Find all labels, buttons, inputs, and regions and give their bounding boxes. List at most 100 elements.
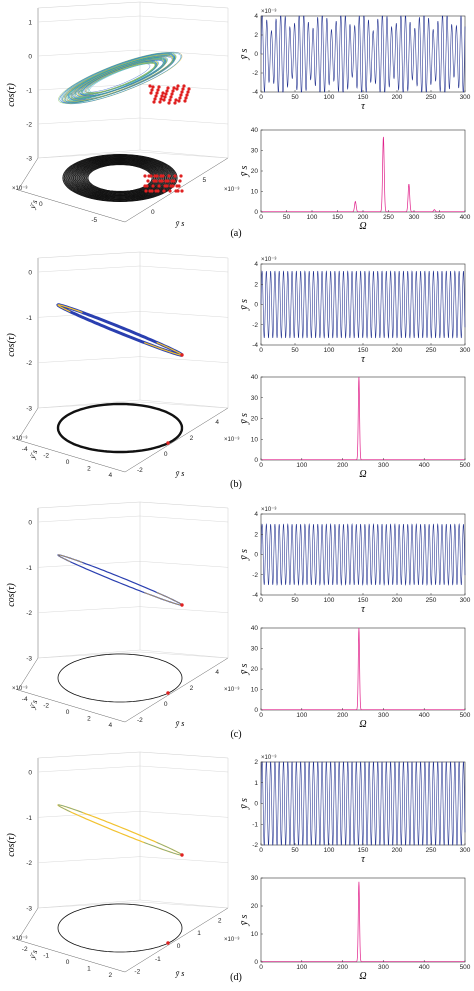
x-axis-label: τ	[361, 854, 365, 865]
grid-line	[37, 651, 141, 659]
poincare-point	[149, 91, 153, 95]
x-tick-label: 300	[378, 712, 389, 719]
z-tick-label: 1	[28, 20, 32, 27]
y-tick-label: 0	[254, 302, 258, 309]
poincare-point	[168, 98, 172, 102]
poincare-point	[181, 87, 185, 91]
x-tick-label: 250	[426, 347, 437, 354]
poincare-point	[176, 84, 180, 88]
trajectory-line	[80, 61, 156, 95]
y-tick-label: 20	[251, 903, 259, 910]
projection-line	[62, 154, 178, 202]
trajectory-line	[57, 554, 183, 606]
floor-edge	[17, 657, 229, 723]
poincare-point	[156, 88, 160, 92]
x-tick-label: 200	[337, 964, 348, 971]
y-tick-label: -2	[43, 453, 49, 460]
grid-line	[37, 265, 141, 273]
grid-line	[37, 356, 141, 363]
y-exponent: ×10⁻³	[12, 686, 27, 692]
y-tick-label: -2	[22, 946, 28, 953]
y-tick-label: 4	[254, 13, 258, 20]
grid-line	[139, 401, 229, 409]
projection-line	[81, 161, 159, 195]
z-axis-label: cos(τ)	[6, 333, 17, 357]
z-tick-label: -2	[26, 610, 32, 617]
trajectory-line	[86, 62, 156, 94]
x-tick-label: 0	[259, 347, 263, 354]
x-tick-label: 0	[259, 847, 263, 854]
poincare-point	[186, 90, 190, 94]
poincare-point	[179, 174, 183, 178]
y-axis-label: ẏ̄ s	[28, 449, 40, 461]
x-tick-label: 350	[434, 214, 445, 221]
x-tick-label: 2	[190, 435, 194, 442]
grid-line	[139, 811, 229, 818]
floor-edge	[17, 657, 39, 691]
x-exponent: ×10⁻³	[224, 687, 239, 693]
poincare-point	[174, 189, 178, 193]
poincare-point	[182, 84, 186, 88]
z-tick-label: 0	[28, 520, 32, 527]
projection-line	[64, 154, 176, 202]
grid-line	[139, 651, 229, 659]
poincare-point	[167, 101, 171, 105]
y-tick-label: 4	[108, 722, 112, 729]
x-tick-label: 400	[460, 214, 471, 221]
z-tick-label: -3	[26, 156, 32, 163]
x-tick-label: 150	[358, 597, 369, 604]
z-tick-label: 0	[28, 770, 32, 777]
grid-line	[139, 15, 229, 23]
spectrum-plot-11: 0 100 200 300 400 500 0 10 20 30 Ωȳ s	[239, 875, 471, 982]
x-tick-label: 50	[291, 347, 299, 354]
x-axis-label: Ω	[359, 971, 366, 982]
y-tick-label: -4	[252, 89, 258, 96]
y-tick-label: 20	[251, 666, 259, 673]
poincare-point	[174, 98, 178, 102]
trajectory-line	[80, 59, 164, 97]
poincare-point	[184, 96, 188, 100]
x-tick-label: 250	[383, 214, 394, 221]
x-tick-label: 300	[460, 347, 471, 354]
projection-line	[78, 160, 162, 196]
poincare-point	[178, 96, 182, 100]
projection-line	[79, 161, 161, 195]
y-exponent: ×10⁻³	[261, 257, 276, 263]
signal-line	[260, 15, 466, 93]
grid-line	[139, 501, 229, 509]
poincare-point	[158, 179, 162, 183]
x-tick-label: 50	[291, 597, 299, 604]
grid-line	[139, 856, 229, 863]
x-tick-label: 250	[426, 597, 437, 604]
projection-line	[72, 158, 168, 198]
poincare-point	[169, 184, 173, 188]
poincare-point	[180, 189, 184, 193]
spectrum-line	[261, 376, 465, 461]
projection-line	[84, 163, 156, 193]
x-tick-label: -2	[137, 467, 143, 474]
y-tick-label: 40	[251, 625, 259, 632]
x-tick-label: -2	[137, 717, 143, 724]
poincare-point	[166, 941, 170, 945]
y-tick-label: 0	[254, 457, 258, 464]
y-tick-label: 4	[108, 472, 112, 479]
y-axis-label: ẏ̄ s	[28, 699, 40, 711]
projection-line	[66, 155, 174, 201]
y-axis-label: ȳ s	[239, 413, 250, 425]
grid-line	[37, 856, 141, 863]
poincare-point	[143, 174, 147, 178]
x-tick-label: 2	[190, 685, 194, 692]
poincare-point	[148, 84, 152, 88]
poincare-point	[180, 90, 184, 94]
poincare-point	[171, 89, 175, 93]
projection-line	[87, 164, 153, 192]
3d-plot-6: 0 -1 -2 -3 cos(τ) -2 0 2 4 -4 -2 0 2 4 ȳ s ẏ̄ s ×10⁻³ ×10…	[6, 501, 239, 729]
projection-line	[70, 157, 170, 199]
trajectory-line	[87, 63, 157, 93]
y-axis-label: ȳ s	[239, 663, 250, 675]
poincare-point	[170, 92, 174, 96]
time-series-plot-10: 0 50 100 150 200 250 300 -2 -1 0 1 2 τ ȳ s ×10⁻³	[239, 755, 471, 865]
x-tick-label: 500	[460, 462, 471, 469]
spectrum-line	[261, 627, 465, 711]
x-tick-label: 300	[460, 847, 471, 854]
